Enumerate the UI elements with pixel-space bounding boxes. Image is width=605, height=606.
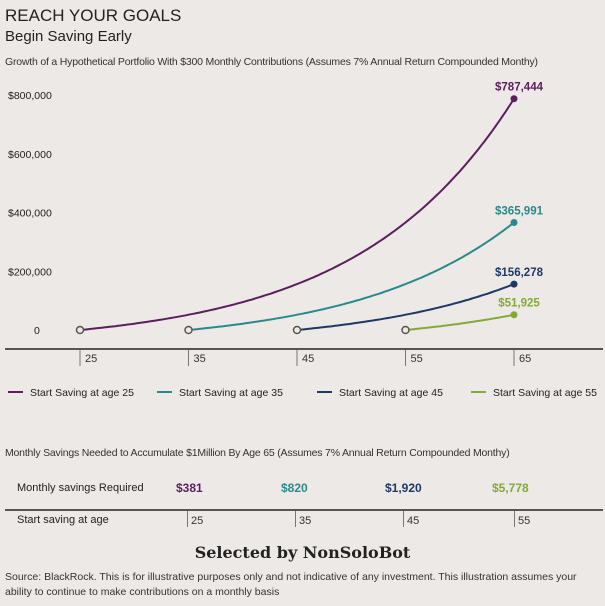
series-end-marker	[510, 218, 518, 226]
series-line	[188, 221, 515, 331]
page-subtitle: Begin Saving Early	[5, 28, 132, 45]
y-tick-label: $400,000	[8, 208, 52, 220]
y-tick-label: $600,000	[8, 149, 52, 161]
y-tick-label: $800,000	[8, 90, 52, 102]
x-tick-label: 65	[519, 353, 531, 365]
series-start-marker	[75, 325, 85, 335]
credit-text: Selected by NonSoloBot	[194, 543, 411, 562]
legend-label: Start Saving at age 45	[339, 387, 443, 399]
growth-chart: 0 $200,000 $400,000 $600,000 $800,000 25 35 45 5…	[5, 82, 603, 399]
legend-label: Start Saving at age 35	[179, 387, 283, 399]
age-tick	[514, 511, 515, 527]
x-tick-label: 25	[85, 353, 97, 365]
x-tick-label: 35	[194, 353, 206, 365]
series-end-label: $787,444	[495, 82, 544, 94]
series-line	[79, 98, 515, 331]
series-end-marker	[510, 280, 518, 288]
series-end-label: $51,925	[498, 298, 540, 310]
table-divider	[5, 509, 603, 511]
savings-value-45: $1,920	[385, 481, 422, 495]
series-end-label: $365,991	[495, 205, 544, 217]
monthly-savings-label: Monthly savings Required	[17, 482, 144, 494]
age-label: 25	[191, 515, 204, 527]
series-start-marker	[401, 325, 410, 335]
savings-value-55: $5,778	[492, 481, 529, 495]
start-age-label: Start saving at age	[17, 514, 109, 526]
y-tick-label: $200,000	[8, 266, 52, 278]
series-line	[405, 313, 515, 331]
series-start-marker	[184, 325, 193, 335]
legend-label: Start Saving at age 55	[493, 387, 597, 399]
savings-value-25: $381	[176, 481, 203, 495]
age-label: 55	[518, 515, 531, 527]
age-label: 45	[407, 515, 420, 527]
x-tick-label: 55	[411, 353, 423, 365]
source-note: Source: BlackRock. This is for illustrat…	[5, 571, 577, 598]
series-start-marker	[292, 325, 302, 335]
series-end-label: $156,278	[495, 267, 544, 279]
savings-value-35: $820	[281, 481, 308, 495]
series-end-marker	[510, 95, 518, 103]
age-tick	[187, 511, 188, 527]
x-tick-label: 45	[302, 353, 314, 365]
chart-title: Growth of a Hypothetical Portfolio With …	[5, 56, 538, 68]
age-label: 35	[299, 515, 312, 527]
series-line	[296, 283, 515, 331]
age-tick	[295, 511, 296, 527]
page-title: REACH YOUR GOALS	[5, 6, 182, 25]
y-tick-label: 0	[34, 325, 40, 337]
table-title: Monthly Savings Needed to Accumulate $1M…	[5, 447, 510, 459]
age-tick	[403, 511, 404, 527]
series-end-marker	[510, 311, 518, 319]
legend-label: Start Saving at age 25	[30, 387, 134, 399]
